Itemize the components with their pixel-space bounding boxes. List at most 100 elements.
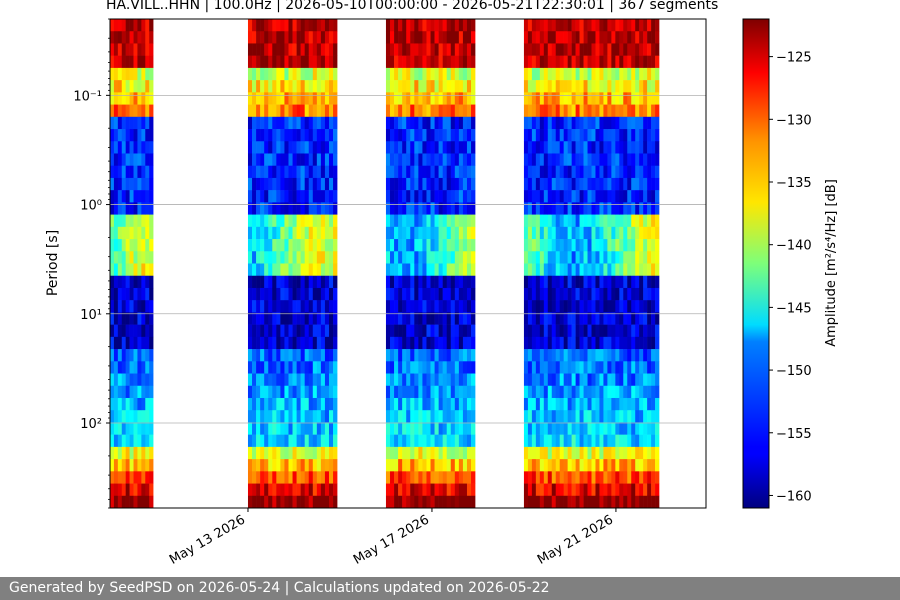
heatmap-cell	[631, 324, 636, 338]
heatmap-cell	[527, 226, 533, 240]
heatmap-cell	[655, 165, 660, 179]
colorbar-tick-label: −150	[776, 364, 812, 379]
heatmap-cell	[426, 275, 431, 289]
heatmap-cell	[385, 434, 391, 448]
heatmap-cell	[280, 349, 285, 362]
heatmap-cell	[615, 92, 620, 105]
heatmap-cell	[647, 397, 652, 411]
heatmap-cell	[446, 202, 452, 215]
heatmap-cell	[113, 104, 119, 118]
heatmap-cell	[316, 92, 322, 105]
heatmap-cell	[571, 67, 576, 81]
heatmap-cell	[292, 349, 297, 362]
heatmap-cell	[639, 55, 644, 69]
heatmap-cell	[308, 446, 314, 460]
heatmap-cell	[442, 446, 448, 460]
heatmap-cell	[627, 239, 632, 252]
heatmap-cell	[446, 226, 452, 240]
heatmap-cell	[430, 312, 435, 325]
heatmap-cell	[651, 263, 656, 277]
heatmap-cell	[260, 483, 265, 497]
heatmap-cell	[117, 43, 123, 56]
heatmap-cell	[458, 43, 464, 56]
heatmap-cell	[292, 471, 297, 484]
heatmap-cell	[280, 19, 285, 32]
heatmap-cell	[117, 495, 123, 509]
heatmap-cell	[304, 287, 310, 301]
heatmap-cell	[390, 104, 395, 118]
heatmap-cell	[149, 31, 154, 44]
heatmap-cell	[133, 116, 138, 130]
heatmap-cell	[133, 422, 138, 435]
heatmap-cell	[543, 43, 549, 56]
heatmap-cell	[531, 43, 537, 56]
heatmap-cell	[137, 373, 142, 387]
heatmap-cell	[117, 92, 123, 105]
heatmap-cell	[471, 263, 476, 277]
heatmap-cell	[133, 92, 138, 105]
heatmap-cell	[434, 373, 439, 387]
heatmap-cell	[288, 373, 293, 387]
heatmap-cell	[137, 190, 142, 203]
heatmap-cell	[462, 190, 468, 203]
heatmap-cell	[559, 312, 564, 325]
heatmap-cell	[333, 226, 338, 240]
heatmap-cell	[410, 141, 415, 154]
heatmap-cell	[385, 385, 391, 399]
heatmap-cell	[535, 397, 541, 411]
heatmap-cell	[442, 373, 448, 387]
heatmap-cell	[619, 336, 624, 350]
heatmap-cell	[398, 141, 403, 154]
heatmap-cell	[268, 336, 273, 350]
heatmap-cell	[402, 129, 407, 142]
heatmap-cell	[129, 324, 134, 338]
heatmap-cell	[450, 239, 456, 252]
heatmap-cell	[272, 434, 277, 448]
heatmap-cell	[129, 31, 134, 44]
heatmap-cell	[394, 153, 399, 166]
heatmap-cell	[471, 312, 476, 325]
heatmap-cell	[535, 226, 541, 240]
heatmap-cell	[272, 92, 277, 105]
heatmap-cell	[272, 312, 277, 325]
heatmap-cell	[117, 214, 123, 228]
heatmap-cell	[284, 43, 289, 56]
heatmap-cell	[129, 471, 134, 484]
heatmap-cell	[110, 165, 115, 179]
heatmap-cell	[304, 471, 310, 484]
heatmap-cell	[252, 19, 257, 32]
heatmap-cell	[567, 397, 572, 411]
heatmap-cell	[304, 495, 310, 509]
heatmap-cell	[619, 324, 624, 338]
heatmap-cell	[324, 410, 330, 423]
heatmap-cell	[623, 446, 628, 460]
heatmap-cell	[288, 459, 293, 472]
heatmap-cell	[587, 349, 592, 362]
heatmap-cell	[129, 190, 134, 203]
heatmap-cell	[623, 31, 628, 44]
heatmap-cell	[651, 324, 656, 338]
heatmap-cell	[523, 67, 529, 81]
heatmap-cell	[422, 141, 427, 154]
heatmap-cell	[426, 55, 431, 69]
heatmap-cell	[406, 226, 411, 240]
heatmap-cell	[639, 190, 644, 203]
heatmap-cell	[117, 336, 123, 350]
heatmap-cell	[288, 324, 293, 338]
heatmap-cell	[398, 446, 403, 460]
heatmap-cell	[141, 263, 146, 277]
heatmap-cell	[141, 214, 146, 228]
heatmap-cell	[125, 67, 130, 81]
heatmap-cell	[583, 434, 588, 448]
heatmap-cell	[125, 373, 130, 387]
heatmap-cell	[256, 471, 261, 484]
heatmap-cell	[471, 104, 476, 118]
heatmap-cell	[471, 92, 476, 105]
heatmap-cell	[607, 80, 612, 93]
heatmap-cell	[559, 80, 564, 93]
heatmap-cell	[292, 116, 297, 130]
heatmap-cell	[117, 67, 123, 81]
heatmap-cell	[272, 226, 277, 240]
heatmap-cell	[247, 251, 253, 264]
heatmap-cell	[110, 67, 115, 81]
